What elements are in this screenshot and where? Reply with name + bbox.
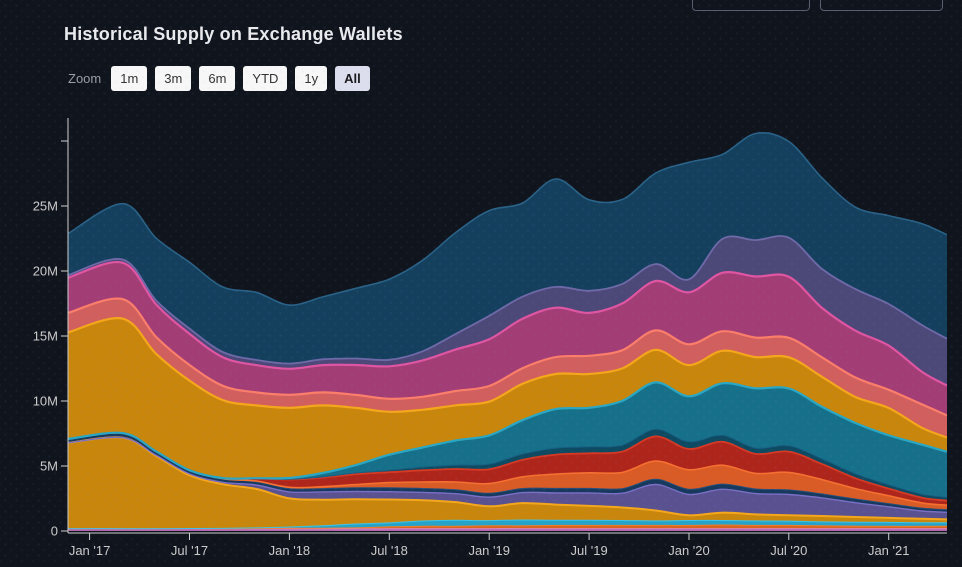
cut-off-toolbar-button-1[interactable] — [692, 0, 810, 11]
y-tick-label: 20M — [33, 264, 58, 279]
plot-area[interactable] — [68, 133, 947, 531]
x-tick-label: Jan '18 — [269, 543, 311, 558]
cut-off-toolbar-button-2[interactable] — [820, 0, 943, 11]
range-selector: Zoom 1m 3m 6m YTD 1y All — [68, 66, 370, 90]
x-tick-label: Jan '19 — [468, 543, 510, 558]
x-tick-label: Jul '19 — [571, 543, 608, 558]
zoom-button-1m[interactable]: 1m — [111, 66, 147, 91]
x-tick-label: Jul '17 — [171, 543, 208, 558]
x-tick-label: Jan '20 — [668, 543, 710, 558]
y-tick-label: 0 — [51, 524, 58, 539]
y-tick-label: 25M — [33, 199, 58, 214]
x-tick-label: Jan '17 — [69, 543, 111, 558]
zoom-button-ytd[interactable]: YTD — [243, 66, 287, 91]
x-tick-label: Jul '20 — [770, 543, 807, 558]
zoom-button-all[interactable]: All — [335, 66, 370, 91]
zoom-button-1y[interactable]: 1y — [295, 66, 327, 91]
zoom-label: Zoom — [68, 71, 101, 86]
y-tick-label: 5M — [40, 459, 58, 474]
x-tick-label: Jul '18 — [371, 543, 408, 558]
y-tick-label: 10M — [33, 394, 58, 409]
x-tick-label: Jan '21 — [868, 543, 910, 558]
zoom-button-3m[interactable]: 3m — [155, 66, 191, 91]
y-tick-label: 15M — [33, 329, 58, 344]
zoom-button-6m[interactable]: 6m — [199, 66, 235, 91]
page-title: Historical Supply on Exchange Wallets — [64, 24, 403, 45]
